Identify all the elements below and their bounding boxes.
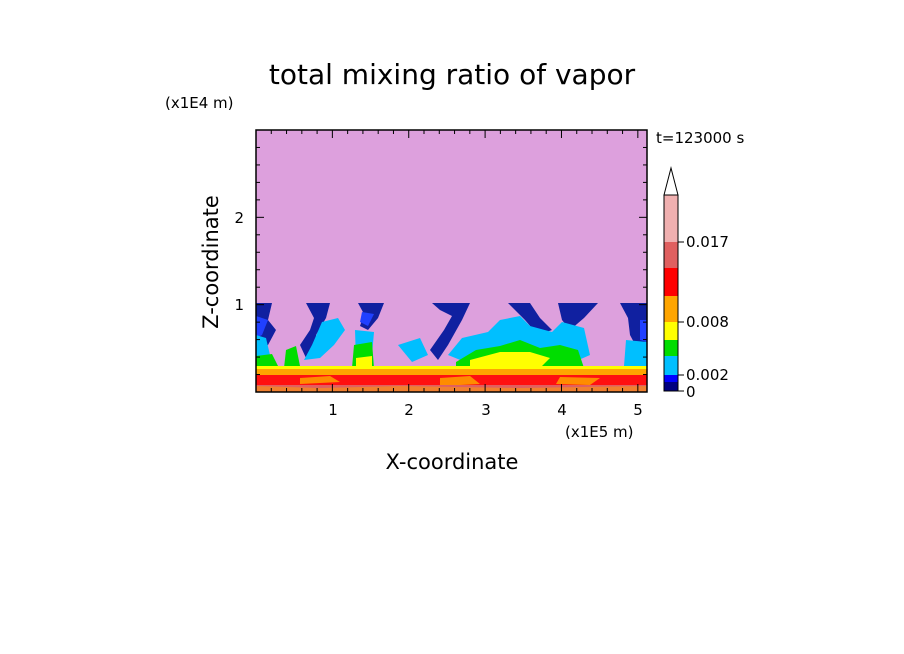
band-orange	[256, 369, 647, 377]
plume-layer-blue	[256, 312, 647, 342]
x-tick-labels: 1 2 3 4 5	[328, 401, 643, 419]
plot-area	[256, 130, 647, 392]
x-tick-label: 5	[633, 401, 643, 419]
colorbar: 0.017 0.008 0.002 0	[663, 166, 729, 401]
time-label: t=123000 s	[656, 129, 744, 147]
band-red-variations	[300, 376, 600, 386]
colorbar-label: 0	[686, 383, 696, 401]
y-unit-label: (x1E4 m)	[165, 94, 234, 112]
x-unit-label: (x1E5 m)	[565, 423, 634, 441]
colorbar-label: 0.017	[686, 233, 729, 251]
colorbar-cell	[664, 375, 678, 382]
colorbar-frame	[663, 194, 679, 392]
colorbar-cell	[664, 340, 678, 356]
colorbar-cell	[664, 322, 678, 340]
colorbar-ticks	[678, 241, 684, 392]
colorbar-cells	[664, 195, 678, 391]
x-tick-label: 2	[404, 401, 414, 419]
axis-ticks	[256, 130, 647, 392]
x-tick-label: 4	[557, 401, 567, 419]
y-tick-label: 2	[234, 209, 244, 227]
x-tick-label: 1	[328, 401, 338, 419]
x-axis-label: X-coordinate	[386, 450, 519, 474]
chart-title: total mixing ratio of vapor	[269, 58, 636, 91]
y-tick-label: 1	[234, 296, 244, 314]
colorbar-cell	[664, 296, 678, 322]
y-tick-labels: 2 1	[234, 209, 244, 314]
colorbar-label: 0.002	[686, 366, 729, 384]
colorbar-cell	[664, 195, 678, 242]
colorbar-cell	[664, 242, 678, 268]
colorbar-cell	[664, 356, 678, 375]
colorbar-cell	[664, 382, 678, 391]
plot-frame	[255, 129, 648, 393]
x-tick-label: 3	[481, 401, 491, 419]
colorbar-label: 0.008	[686, 313, 729, 331]
y-axis-label: Z-coordinate	[199, 195, 223, 329]
colorbar-extend-arrow	[663, 166, 679, 196]
colorbar-cell	[664, 268, 678, 296]
band-bottom-orange	[256, 386, 647, 392]
